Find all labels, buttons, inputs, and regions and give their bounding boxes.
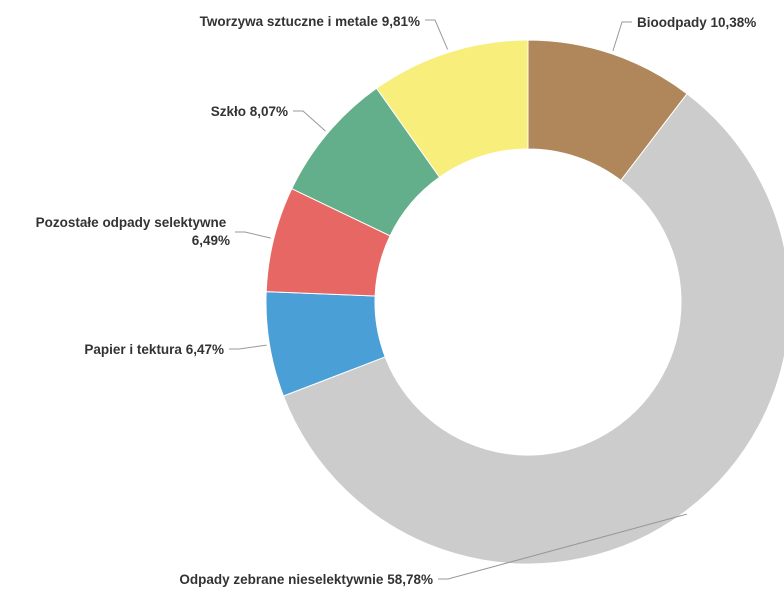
- label-papier-i-tektura: Papier i tektura 6,47%: [84, 342, 224, 357]
- slice-tworzywa-sztuczne-i-metale: [375, 39, 529, 178]
- leader-bioodpady: [612, 21, 632, 52]
- label-odpady-zebrane-nieselektywnie: Odpady zebrane nieselektywnie 58,78%: [179, 572, 433, 587]
- donut-slices: [265, 39, 784, 565]
- slice-odpady-zebrane-nieselektywnie: [282, 93, 784, 565]
- label-szklo: Szkło 8,07%: [211, 104, 288, 119]
- leader-papier-i-tektura: [229, 344, 267, 350]
- leader-pozostale-odpady-selektywne: [235, 231, 271, 239]
- label-pozostale-odpady-selektywne: Pozostałe odpady selektywne 6,49%: [36, 215, 230, 248]
- leader-lines: [229, 19, 687, 580]
- label-tworzywa-sztuczne-i-metale: Tworzywa sztuczne i metale 9,81%: [200, 14, 420, 29]
- leader-odpady-zebrane-nieselektywnie: [438, 513, 687, 580]
- leader-tworzywa-sztuczne-i-metale: [425, 19, 449, 50]
- leader-szklo: [293, 110, 326, 132]
- label-bioodpady: Bioodpady 10,38%: [637, 15, 756, 30]
